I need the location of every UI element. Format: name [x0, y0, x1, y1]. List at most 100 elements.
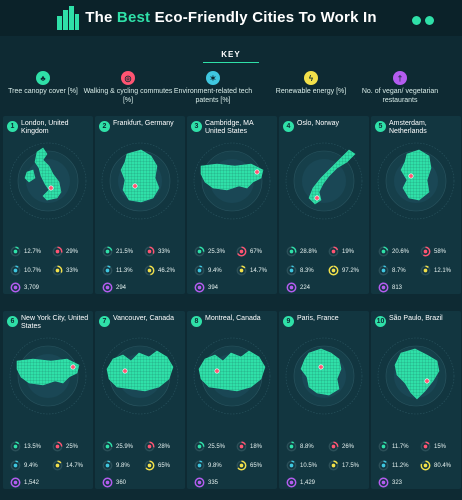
lightning-icon — [236, 265, 247, 276]
tree-icon — [102, 246, 113, 257]
rank-badge: 5 — [375, 121, 386, 132]
stat-tree: 13.5% — [10, 441, 41, 452]
lightning-icon — [52, 265, 63, 276]
map-canada — [101, 337, 179, 415]
map-united-states — [9, 337, 87, 415]
lightning-icon — [144, 460, 155, 471]
stat-value: 29% — [66, 248, 79, 255]
city-card[interactable]: 2 Frankfurt, Germany 21.5% 33% 11.3% 46.2% 294 — [95, 116, 185, 294]
stat-value: 394 — [208, 284, 219, 291]
lightning-icon — [420, 265, 431, 276]
city-card[interactable]: 8 Montreal, Canada 25.5% 18% 9.8% 65% 335 — [187, 311, 277, 489]
stat-fork-knife: 323 — [378, 477, 402, 488]
rank-badge: 10 — [375, 316, 386, 327]
lightbulb-icon — [102, 265, 113, 276]
stat-value: 12.7% — [24, 248, 42, 255]
stat-lightbulb: 11.3% — [102, 265, 133, 276]
tree-icon — [10, 441, 21, 452]
stat-fork-knife: 1,429 — [286, 477, 315, 488]
stat-value: 1,542 — [24, 479, 40, 486]
key-divider — [203, 62, 259, 63]
stat-lightning: 46.2% — [144, 265, 175, 276]
key-item: † No. of vegan/ vegetarian restaurants — [354, 71, 446, 105]
city-card[interactable]: 5 Amsterdam, Netherlands 20.6% 58% 8.7% 12.1%… — [371, 116, 461, 294]
stat-fork-knife: 3,709 — [10, 282, 39, 293]
key-item: ♣ Tree canopy cover [%] — [0, 71, 89, 97]
lightbulb-icon — [10, 460, 21, 471]
map-france — [285, 337, 363, 415]
stat-value: 13.5% — [24, 443, 42, 450]
fork-knife-icon — [286, 477, 297, 488]
stat-bicycle: 33% — [144, 246, 170, 257]
stat-lightning: 14.7% — [236, 265, 267, 276]
header-bar: The Best Eco-Friendly Cities To Work In — [0, 0, 462, 36]
city-card[interactable]: 6 New York City, United States 13.5% 25% 9.4… — [3, 311, 93, 489]
lightning-icon: ϟ — [304, 71, 318, 85]
city-card[interactable]: 4 Oslo, Norway 28.8% 19% 8.3% 97.2% 224 — [279, 116, 369, 294]
key-item: ✶ Environment-related tech patents [%] — [167, 71, 259, 105]
city-name: Frankfurt, Germany — [113, 120, 174, 127]
tree-icon — [194, 441, 205, 452]
stat-bicycle: 58% — [420, 246, 446, 257]
stat-lightbulb: 9.8% — [194, 460, 222, 471]
stat-lightbulb: 10.5% — [286, 460, 317, 471]
lightning-icon — [328, 460, 339, 471]
city-name: Cambridge, MA United States — [205, 120, 254, 135]
key-item-label: Walking & cycling commutes [%] — [83, 88, 173, 104]
city-card[interactable]: 10 São Paulo, Brazil 11.7% 15% 11.2% 80.4% 323 — [371, 311, 461, 489]
bicycle-icon — [328, 441, 339, 452]
stat-value: 9.8% — [208, 462, 222, 469]
tree-icon — [378, 441, 389, 452]
city-card[interactable]: 3 Cambridge, MA United States 25.3% 67% 9.4%… — [187, 116, 277, 294]
fork-knife-icon — [194, 282, 205, 293]
stat-value: 80.4% — [434, 462, 452, 469]
stat-value: 10.5% — [300, 462, 318, 469]
city-card[interactable]: 9 Paris, France 8.8% 26% 10.5% 17.5% 1,429 — [279, 311, 369, 489]
stat-tree: 25.5% — [194, 441, 225, 452]
bicycle-icon — [236, 441, 247, 452]
stat-lightning: 17.5% — [328, 460, 359, 471]
city-name: São Paulo, Brazil — [389, 315, 443, 322]
map-norway — [285, 142, 363, 220]
rank-badge: 8 — [191, 316, 202, 327]
stat-lightning: 65% — [236, 460, 262, 471]
city-name: Amsterdam, Netherlands — [389, 120, 427, 135]
city-card[interactable]: 7 Vancouver, Canada 25.9% 28% 9.8% 65% 360 — [95, 311, 185, 489]
lightbulb-icon: ✶ — [206, 71, 220, 85]
city-name: Oslo, Norway — [297, 120, 340, 127]
fork-knife-icon — [10, 282, 21, 293]
stat-lightbulb: 9.4% — [10, 460, 38, 471]
lightning-icon — [144, 265, 155, 276]
stat-fork-knife: 294 — [102, 282, 126, 293]
map-united-states — [193, 142, 271, 220]
stat-value: 58% — [434, 248, 447, 255]
fork-knife-icon — [194, 477, 205, 488]
tree-icon — [194, 246, 205, 257]
tree-icon — [378, 246, 389, 257]
stat-value: 20.6% — [392, 248, 410, 255]
stat-lightning: 80.4% — [420, 460, 451, 471]
city-name: London, United Kingdom — [21, 120, 69, 135]
stat-value: 25.9% — [116, 443, 134, 450]
stat-tree: 21.5% — [102, 246, 133, 257]
fork-knife-icon — [10, 477, 21, 488]
stat-bicycle: 29% — [52, 246, 78, 257]
stat-bicycle: 26% — [328, 441, 354, 452]
stat-value: 9.4% — [24, 462, 38, 469]
stat-value: 17.5% — [342, 462, 360, 469]
stat-bicycle: 19% — [328, 246, 354, 257]
stat-value: 224 — [300, 284, 311, 291]
key-item-label: Renewable energy [%] — [275, 88, 347, 95]
stat-value: 11.2% — [392, 462, 409, 469]
stat-value: 813 — [392, 284, 403, 291]
bicycle-icon — [420, 246, 431, 257]
city-name: New York City, United States — [21, 315, 89, 330]
stat-value: 19% — [342, 248, 355, 255]
stat-fork-knife: 224 — [286, 282, 310, 293]
lightbulb-icon — [286, 265, 297, 276]
map-canada — [193, 337, 271, 415]
stat-bicycle: 25% — [52, 441, 78, 452]
city-card[interactable]: 1 London, United Kingdom 12.7% 29% 10.7% 33% 3… — [3, 116, 93, 294]
stat-lightbulb: 9.8% — [102, 460, 130, 471]
lightbulb-icon — [102, 460, 113, 471]
